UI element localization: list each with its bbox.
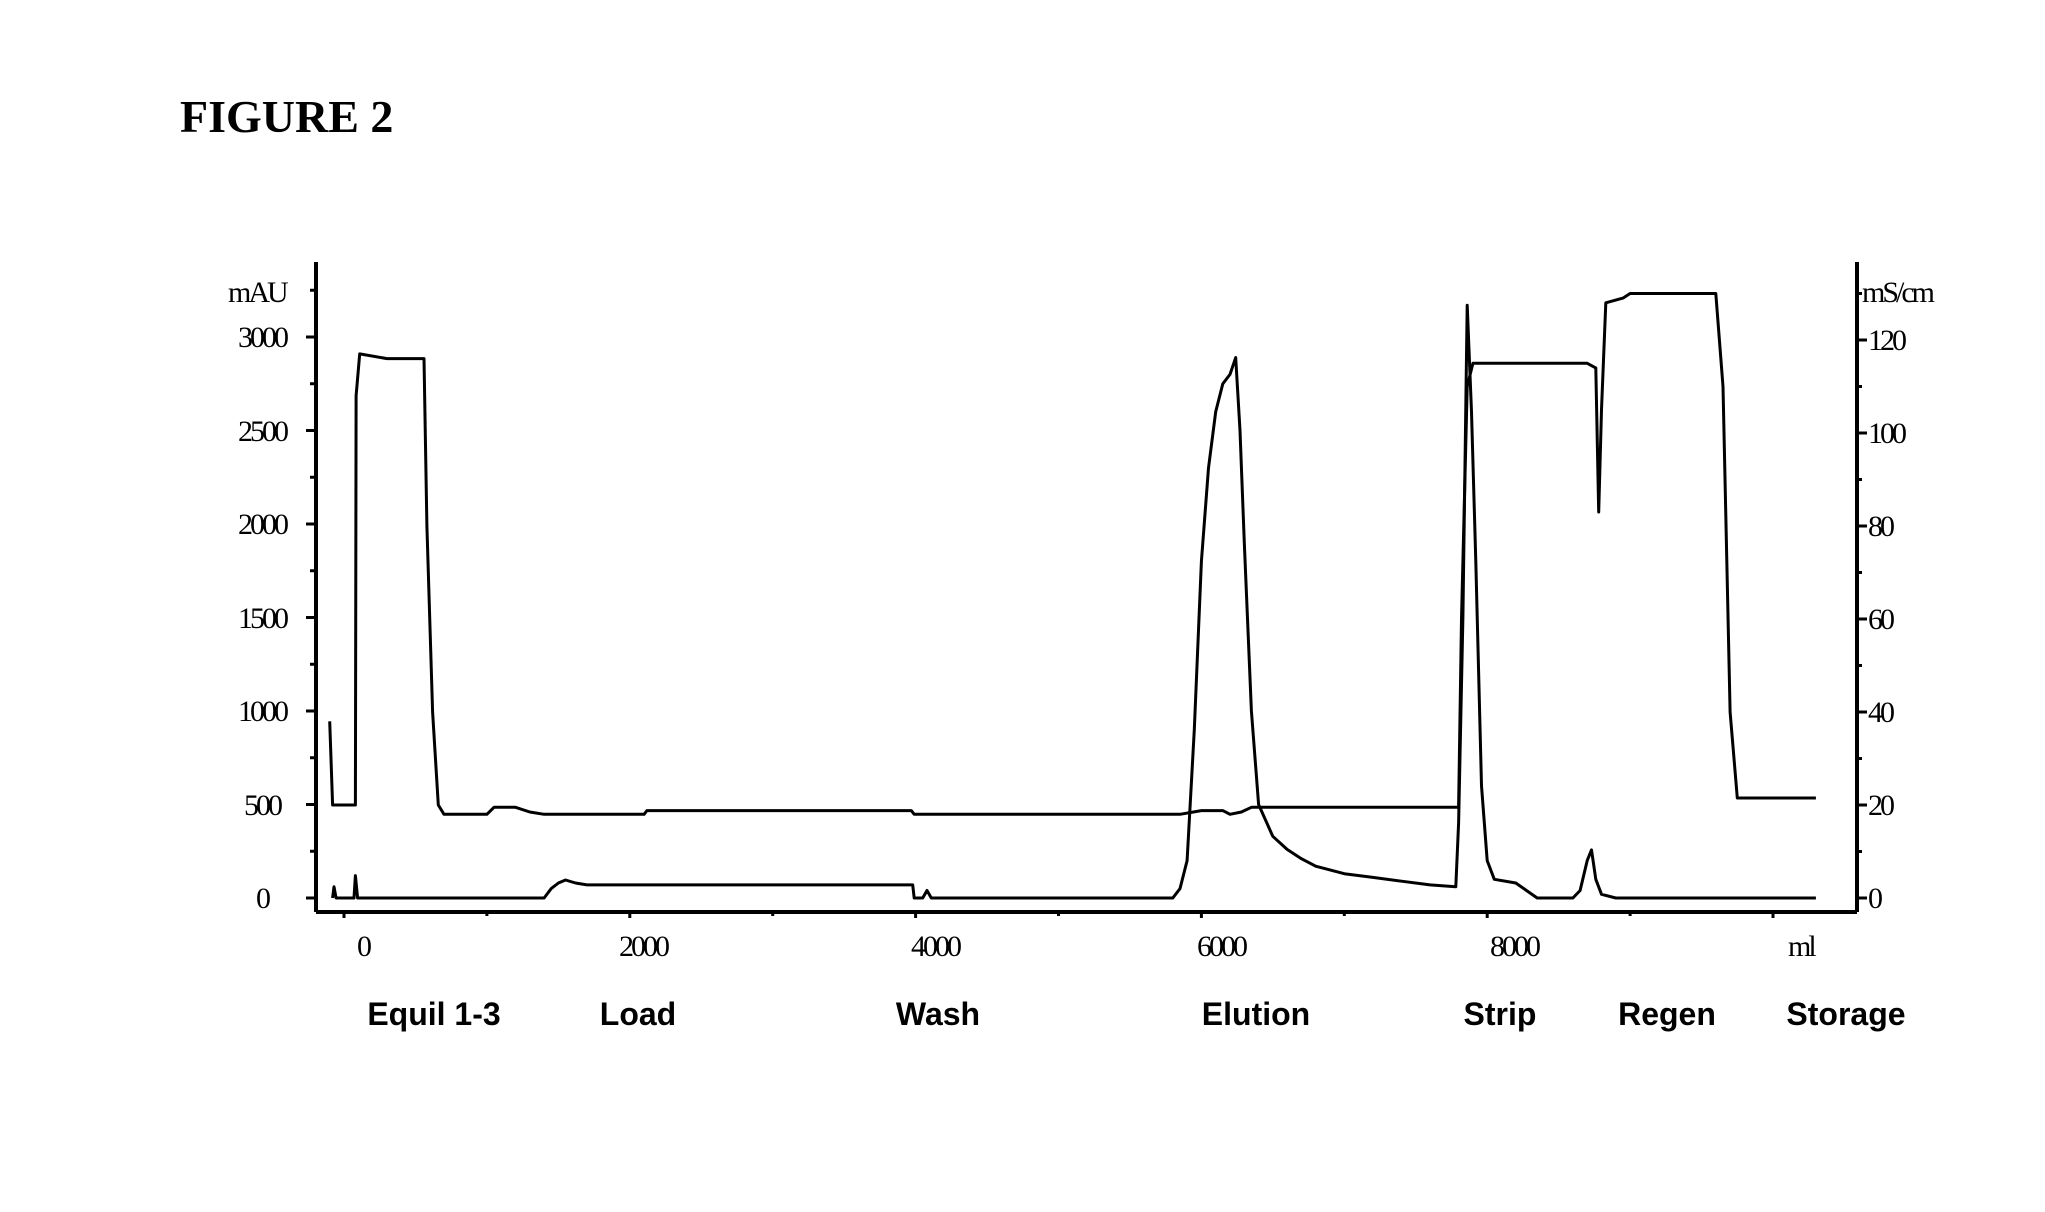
- right-tick-label: 0: [1868, 882, 1882, 915]
- right-tick-labels: 0 20 40 60 80 100 120: [1868, 324, 1909, 915]
- right-tick-label: 20: [1868, 789, 1894, 822]
- figure-title: FIGURE 2: [180, 91, 394, 142]
- right-tick-label: 40: [1868, 696, 1894, 729]
- right-tick-label: 100: [1868, 417, 1906, 450]
- phase-label-elution: Elution: [1202, 996, 1310, 1032]
- left-tick-label: 2000: [238, 508, 288, 541]
- phase-label-strip: Strip: [1464, 996, 1537, 1032]
- x-tick-label: 0: [357, 930, 371, 963]
- left-tick-label: 1500: [238, 602, 288, 635]
- left-tick-label: 3000: [238, 321, 288, 354]
- right-axis-unit: mS/cm: [1862, 276, 1935, 309]
- left-tick-label: 0: [256, 882, 270, 915]
- phase-label-wash: Wash: [896, 996, 980, 1032]
- right-tick-label: 120: [1868, 324, 1906, 357]
- uv-absorbance-trace: [331, 303, 1816, 900]
- x-tick-label: 4000: [911, 930, 961, 963]
- left-tick-labels: 0 500 1000 1500 2000 2500 3000: [238, 321, 291, 915]
- x-tick-label: 6000: [1197, 930, 1247, 963]
- x-tick-label: 2000: [619, 930, 669, 963]
- tick-marks: [306, 288, 1867, 918]
- phase-label-load: Load: [600, 996, 676, 1032]
- x-axis-unit: ml: [1788, 930, 1816, 963]
- right-tick-label: 80: [1868, 510, 1894, 543]
- phase-label-regen: Regen: [1618, 996, 1716, 1032]
- left-tick-label: 1000: [238, 695, 288, 728]
- phase-label-equil: Equil 1-3: [367, 996, 500, 1032]
- left-tick-label: 500: [244, 789, 282, 822]
- x-tick-label: 8000: [1490, 930, 1540, 963]
- left-axis-unit: mAU: [228, 276, 289, 309]
- right-tick-label: 60: [1868, 603, 1894, 636]
- left-tick-label: 2500: [238, 415, 288, 448]
- phase-labels: Equil 1-3 Load Wash Elution Strip Regen …: [367, 996, 1905, 1032]
- x-tick-labels: 0 2000 4000 6000 8000: [357, 930, 1543, 963]
- conductivity-trace: [328, 292, 1816, 816]
- phase-label-storage: Storage: [1786, 996, 1905, 1032]
